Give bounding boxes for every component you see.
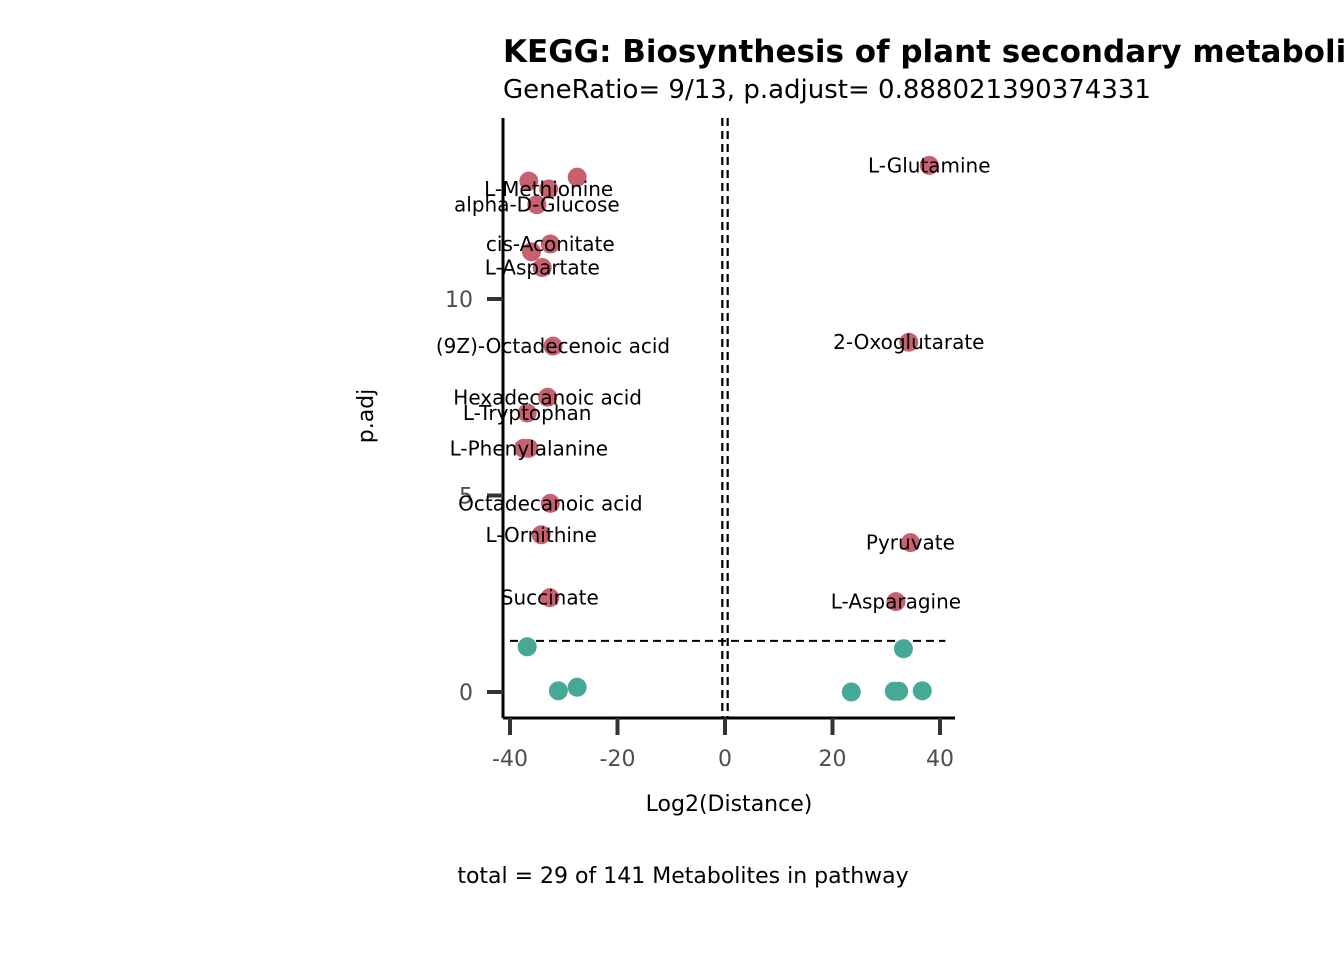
point-label: L-Glutamine (868, 153, 991, 177)
x-tick-label: 20 (819, 747, 847, 772)
significant-point (540, 493, 560, 513)
significant-point (540, 588, 560, 608)
point-label: Hexadecanoic acid (453, 385, 642, 409)
significant-point (519, 171, 539, 191)
nonsignificant-point (517, 637, 537, 657)
x-tick-label: -40 (492, 747, 528, 772)
significant-point (543, 336, 563, 356)
significant-point (900, 533, 920, 553)
significant-point (540, 234, 560, 254)
significant-point (522, 242, 541, 262)
point-label: cis-Aconitate (486, 232, 615, 256)
nonsignificant-point (567, 677, 587, 697)
x-tick-label: 0 (718, 747, 732, 772)
significant-point (538, 387, 558, 407)
y-tick-label: 0 (459, 681, 473, 706)
x-axis-title: Log2(Distance) (646, 792, 813, 817)
significant-point (886, 592, 906, 612)
significant-point (519, 438, 539, 458)
point-label: alpha-D-Glucose (454, 193, 620, 217)
point-label: L-Tryptophan (463, 401, 592, 425)
reference-lines (510, 118, 946, 718)
x-tick-label: -20 (600, 747, 636, 772)
significant-point (567, 167, 587, 187)
axes: -40 -20 0 20 40 0 5 10 (445, 118, 955, 772)
nonsignificant-point (548, 681, 568, 701)
significant-point (531, 525, 551, 545)
point-label: 2-Oxoglutarate (833, 330, 984, 354)
significant-point (517, 403, 537, 423)
nonsignificant-point (841, 682, 861, 702)
caption: total = 29 of 141 Metabolites in pathway (457, 864, 908, 889)
chart-title: KEGG: Biosynthesis of plant secondary me… (503, 34, 1344, 70)
data-points (513, 155, 939, 702)
x-tick-label: 40 (926, 747, 954, 772)
chart-subtitle: GeneRatio= 9/13, p.adjust= 0.88802139037… (503, 75, 1151, 105)
point-label: L-Ornithine (485, 523, 596, 547)
point-label: Pyruvate (866, 531, 955, 555)
nonsignificant-point (912, 681, 932, 701)
y-tick-label: 10 (445, 288, 473, 313)
point-label: Octadecanoic acid (458, 491, 642, 515)
significant-point (539, 179, 559, 199)
y-tick-label: 5 (459, 485, 473, 510)
point-label: Succinate (501, 586, 599, 610)
significant-point (899, 332, 919, 352)
point-label: L-Asparagine (831, 590, 961, 614)
point-label: L-Phenylalanine (450, 436, 608, 460)
significant-point (919, 155, 939, 175)
nonsignificant-point (889, 681, 909, 701)
point-label: L-Methionine (484, 177, 613, 201)
y-axis-title: p.adj (354, 389, 379, 444)
point-label: (9Z)-Octadecenoic acid (436, 334, 670, 358)
significant-point (532, 258, 552, 278)
point-label: L-Aspartate (485, 256, 600, 280)
significant-point (527, 195, 547, 215)
nonsignificant-point (893, 639, 913, 659)
